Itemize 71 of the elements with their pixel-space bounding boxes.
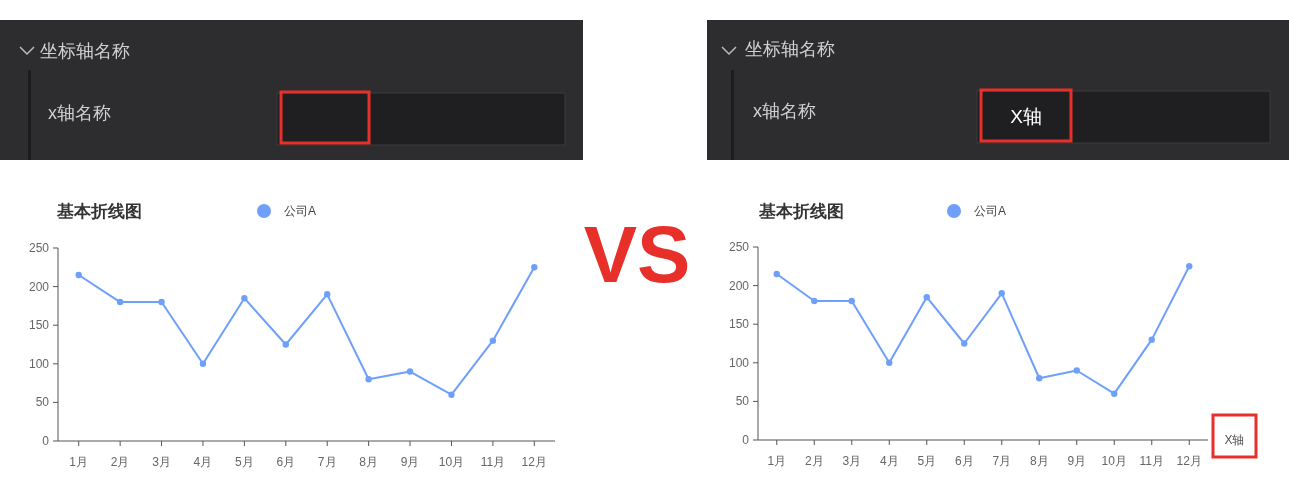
text: 坐标轴名称	[745, 39, 835, 59]
point	[282, 341, 289, 348]
x-tick-label: 9月	[400, 455, 420, 469]
x-tick-label: 5月	[235, 455, 254, 469]
point	[158, 298, 165, 306]
y-tick-label: 200	[28, 279, 50, 294]
x-tick-label: 1月	[69, 455, 89, 469]
point	[998, 290, 1005, 297]
y-tick-label: 50	[735, 394, 750, 409]
x-axis-title: X轴	[1224, 433, 1245, 447]
x-tick-label: 12月	[1176, 454, 1202, 468]
point	[1148, 336, 1155, 343]
y-tick-label: 150	[728, 317, 750, 332]
y-tick-label: 100	[728, 355, 750, 370]
x-tick-label: 6月	[954, 454, 974, 468]
x-tick-label: 11月	[480, 455, 506, 469]
point	[531, 264, 538, 271]
y-tick-label: 200	[728, 278, 750, 293]
x-tick-label: 9月	[1067, 454, 1087, 468]
point	[406, 368, 414, 375]
text: x轴名称	[753, 101, 816, 121]
x-tick-label: 6月	[276, 455, 296, 469]
x-tick-label: 7月	[317, 455, 337, 469]
legend-label: 公司A	[974, 204, 1007, 218]
x-tick-label: 2月	[110, 455, 130, 469]
point	[923, 293, 930, 301]
y-tick-label: 150	[28, 318, 50, 333]
point	[1111, 390, 1118, 397]
point	[489, 337, 497, 344]
point	[773, 270, 780, 278]
point	[448, 391, 455, 398]
x-tick-label: 10月	[1101, 454, 1127, 468]
point	[811, 297, 818, 305]
point	[961, 340, 968, 347]
text: 坐标轴名称	[40, 41, 130, 61]
y-tick-label: 50	[35, 395, 50, 410]
point	[241, 294, 248, 302]
y-tick-label: 250	[28, 241, 50, 255]
chart-title: 基本折线图	[56, 202, 142, 221]
x-tick-label: 3月	[152, 455, 171, 469]
x-tick-label: 5月	[917, 454, 937, 468]
point	[75, 271, 82, 279]
legend-label: 公司A	[284, 204, 317, 218]
point	[365, 376, 372, 383]
x-tick-label: 4月	[193, 455, 213, 469]
x-tick-label: 7月	[992, 454, 1012, 468]
text: x轴名称	[48, 103, 111, 123]
x-tick-label: 1月	[767, 454, 787, 468]
y-tick-label: 0	[42, 434, 50, 448]
x-tick-label: 4月	[879, 454, 899, 468]
point	[199, 360, 207, 367]
text: X轴	[1010, 105, 1042, 127]
x-tick-label: 3月	[842, 454, 862, 468]
y-tick-label: 0	[742, 433, 750, 447]
x-tick-label: 2月	[804, 454, 824, 468]
point	[886, 359, 893, 366]
x-tick-label: 12月	[521, 455, 547, 469]
text: VS	[583, 210, 691, 299]
point	[1186, 263, 1193, 270]
x-tick-label: 8月	[1029, 454, 1049, 468]
point	[1073, 367, 1080, 374]
point	[324, 291, 331, 298]
x-tick-label: 10月	[438, 455, 465, 469]
point	[116, 298, 124, 306]
chart-title: 基本折线图	[758, 202, 844, 221]
y-tick-label: 100	[28, 356, 50, 371]
x-tick-label: 8月	[359, 455, 378, 469]
point	[848, 297, 855, 305]
point	[1036, 375, 1043, 382]
x-tick-label: 11月	[1139, 454, 1164, 468]
y-tick-label: 250	[728, 240, 750, 254]
